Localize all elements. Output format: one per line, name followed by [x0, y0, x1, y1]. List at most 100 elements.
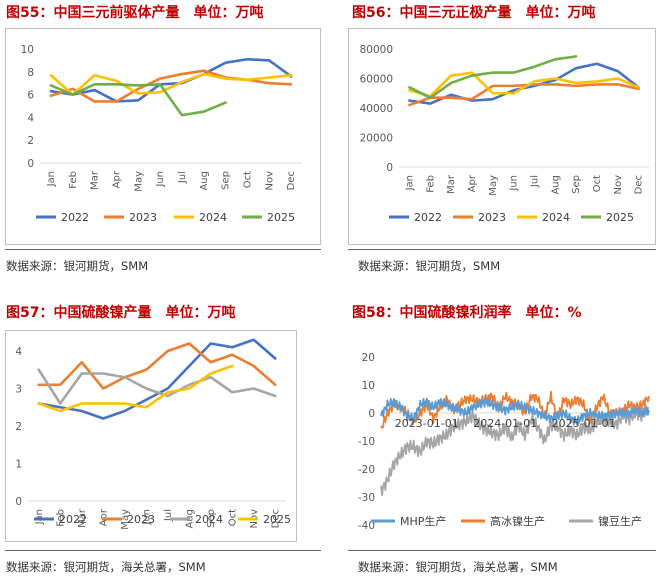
legend-label: 2022	[61, 211, 89, 224]
series-line-2023	[37, 342, 277, 390]
x-tick-label: Jun	[155, 171, 166, 188]
x-tick-label: May	[488, 175, 499, 196]
legend-label: 2025	[267, 211, 295, 224]
panel-chart-57: 图57：中国硫酸镍产量 单位：万吨 0 1 2 3 4 Jan Feb Mar Apr May Ju…	[0, 300, 325, 588]
y-tick-label: 60000	[360, 74, 393, 86]
x-tick-label: Jul	[529, 175, 540, 188]
series-line-2024	[408, 71, 640, 98]
y-tick-label: 20000	[360, 133, 393, 145]
x-tick-label: Nov	[264, 171, 275, 191]
series-line-2025	[37, 364, 234, 413]
chart-55-frame: 0 2 4 6 8 10 Jan Feb Mar Apr May Jun Jul Aug Sep Oct Nov…	[5, 28, 321, 245]
chart-56-svg: 0 20000 40000 60000 80000 Jan Feb Mar Apr May Jun J…	[360, 44, 649, 224]
chart-56-frame: 0 20000 40000 60000 80000 Jan Feb Mar Apr May Jun J…	[348, 28, 656, 245]
y-tick-label: 10	[21, 44, 34, 56]
series-line-2022	[49, 57, 293, 103]
legend-label: 2022	[59, 513, 87, 526]
x-tick-label: Mar	[77, 508, 88, 528]
x-tick-label: Feb	[68, 171, 79, 189]
x-tick-label: Oct	[592, 175, 603, 192]
y-tick-label: 6	[27, 90, 34, 102]
x-tick-label: Jun	[509, 175, 520, 192]
x-tick-label: Sep	[206, 509, 217, 528]
y-tick-label: 0	[27, 158, 34, 170]
y-tick-label: -40	[358, 520, 375, 532]
y-tick-label: -30	[358, 492, 375, 504]
chart-57-frame: 01234JanFebMarAprMayJunJulAugSepOctNovDe…	[5, 330, 297, 542]
series-line-2024	[49, 72, 293, 96]
x-tick-label: 2023-01-01	[395, 417, 459, 430]
x-tick-label: Apr	[98, 508, 109, 526]
series-line-2023	[408, 83, 640, 107]
x-tick-label: Aug	[550, 175, 561, 195]
x-tick-label: Apr	[111, 170, 122, 188]
panel-chart-56: 图56：中国三元正极产量 单位：万吨 0 20000 40000 60000 80000…	[334, 0, 659, 280]
x-tick-label: May	[133, 171, 144, 192]
legend-label: 2023	[127, 513, 155, 526]
chart-57-svg: 01234JanFebMarAprMayJunJulAugSepOctNovDe…	[15, 338, 291, 530]
chart-55-title: 图55：中国三元前驱体产量 单位：万吨	[6, 5, 264, 21]
x-tick-label: Feb	[55, 509, 66, 527]
y-tick-label: 0	[368, 408, 375, 420]
divider	[348, 550, 656, 551]
series-line-MHP生产	[380, 397, 650, 426]
legend-label: 2022	[414, 211, 442, 224]
y-tick-label: 4	[27, 112, 34, 124]
series-line-2024	[37, 368, 277, 405]
x-tick-label: Oct	[227, 509, 238, 526]
panel-chart-55: 图55：中国三元前驱体产量 单位：万吨 0 2 4 6 8 10 Jan Feb Mar Apr M…	[0, 0, 325, 280]
x-tick-label: 2025-01-01	[552, 417, 616, 430]
x-tick-label: Mar	[90, 170, 101, 190]
x-tick-label: Dec	[286, 171, 297, 190]
y-tick-label: -20	[358, 464, 375, 476]
legend-label: 2023	[478, 211, 506, 224]
x-tick-label: Oct	[242, 171, 253, 188]
panel-chart-58: 图58：中国硫酸镍利润率 单位：% -40 -30 -20 -10 0 10 20 2023-…	[334, 300, 659, 588]
x-tick-label: Jul	[177, 171, 188, 184]
chart-57-title: 图57：中国硫酸镍产量 单位：万吨	[6, 305, 236, 321]
x-tick-label: Sep	[221, 171, 232, 190]
chart-58-svg: -40 -30 -20 -10 0 10 20 2023-01-01 2024-01-01 202…	[358, 352, 650, 532]
legend-label: MHP生产	[400, 514, 446, 528]
x-tick-label: May	[120, 509, 131, 530]
y-tick-label: 2	[15, 421, 22, 433]
y-tick-label: 0	[15, 496, 22, 508]
chart-57-source: 数据来源：银河期货，海关总署，SMM	[6, 560, 206, 574]
chart-56-source: 数据来源：银河期货，SMM	[358, 259, 501, 273]
x-tick-label: Jun	[141, 509, 152, 526]
legend-label: 高冰镍生产	[490, 514, 545, 528]
y-tick-label: 4	[15, 346, 22, 358]
y-tick-label: 3	[15, 384, 22, 396]
legend-label: 镍豆生产	[598, 514, 642, 528]
y-tick-label: 1	[15, 459, 22, 471]
x-tick-label: 2024-01-01	[473, 417, 537, 430]
legend-label: 2024	[542, 211, 570, 224]
x-tick-label: Dec	[634, 175, 645, 194]
legend-label: 2024	[195, 513, 223, 526]
x-tick-label: Apr	[467, 174, 478, 192]
chart-55-svg: 0 2 4 6 8 10 Jan Feb Mar Apr May Jun Jul Aug Sep Oct Nov…	[21, 44, 302, 224]
x-tick-label: Jan	[404, 175, 415, 191]
x-tick-label: Aug	[199, 171, 210, 191]
legend-label: 2023	[129, 211, 157, 224]
x-tick-label: Feb	[425, 175, 436, 193]
divider	[5, 249, 321, 250]
chart-55-source: 数据来源：银河期货，SMM	[6, 259, 149, 273]
divider	[5, 550, 321, 551]
divider	[348, 249, 656, 250]
y-tick-label: 10	[362, 380, 375, 392]
chart-58-source: 数据来源：银河期货，海关总署，SMM	[358, 560, 558, 574]
chart-58-frame: -40 -30 -20 -10 0 10 20 2023-01-01 2024-01-01 202…	[348, 330, 656, 542]
x-tick-label: Jan	[46, 171, 57, 187]
x-tick-label: Sep	[571, 175, 582, 194]
x-tick-label: Jan	[34, 509, 45, 525]
legend-label: 2024	[199, 211, 227, 224]
chart-56-title: 图56：中国三元正极产量 单位：万吨	[352, 5, 596, 21]
chart-58-title: 图58：中国硫酸镍利润率 单位：%	[352, 305, 582, 321]
x-tick-label: Jul	[163, 509, 174, 522]
legend-label: 2025	[263, 513, 291, 526]
y-tick-label: 40000	[360, 103, 393, 115]
y-tick-label: 20	[362, 352, 375, 364]
y-tick-label: 2	[27, 135, 34, 147]
y-tick-label: 0	[386, 162, 393, 174]
